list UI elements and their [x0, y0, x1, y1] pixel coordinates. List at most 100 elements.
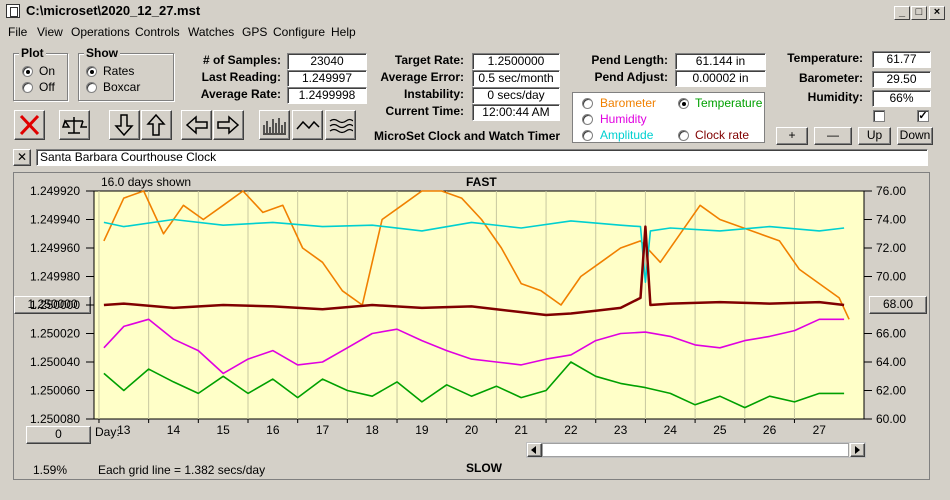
- horizontal-scrollbar[interactable]: [526, 442, 866, 458]
- target-rate-label: Target Rate:: [394, 53, 464, 67]
- show-boxcar-radio[interactable]: [86, 82, 97, 93]
- barometer-option-label: Barometer: [600, 96, 657, 110]
- amplitude-radio[interactable]: [582, 130, 593, 141]
- arrow-left-button[interactable]: [181, 110, 212, 140]
- arrow-up-button[interactable]: [141, 110, 172, 140]
- scale-balance-icon: [62, 117, 87, 134]
- clock-name-field[interactable]: Santa Barbara Courthouse Clock: [36, 149, 928, 166]
- plus-button[interactable]: +: [776, 127, 808, 145]
- title-bar: C:\microset\2020_12_27.mst _ □ ×: [0, 0, 950, 22]
- menu-file[interactable]: File: [8, 25, 28, 39]
- plot-on-label: On: [39, 64, 56, 78]
- close-window-button[interactable]: ×: [929, 6, 945, 20]
- checkbox-right[interactable]: ✓: [917, 110, 929, 122]
- average-error-field: 0.5 sec/month: [472, 70, 560, 87]
- pend-adjust-field: 0.00002 in: [675, 70, 766, 87]
- instability-label: Instability:: [403, 87, 464, 101]
- last-reading-label: Last Reading:: [201, 70, 281, 84]
- y-right-tick-label: 74.00: [876, 213, 906, 227]
- last-reading-field: 1.249997: [287, 70, 367, 87]
- pend-adjust-label: Pend Adjust:: [594, 70, 668, 84]
- humidity-option-label: Humidity: [600, 112, 647, 126]
- series-line-3: [103, 318, 845, 375]
- instability-field: 0 secs/day: [472, 87, 560, 104]
- scroll-left-icon: [531, 446, 536, 454]
- barometer-label: Barometer:: [798, 71, 863, 85]
- menu-gps[interactable]: GPS: [242, 25, 268, 39]
- series-line-0: [103, 190, 850, 320]
- bars-view-button[interactable]: [259, 110, 290, 140]
- menu-operations[interactable]: Operations: [71, 25, 130, 39]
- x-tick-label: 19: [415, 423, 429, 437]
- up-button[interactable]: Up: [858, 127, 891, 145]
- app-icon: [6, 4, 20, 18]
- menu-configure[interactable]: Configure: [273, 25, 326, 39]
- x-tick-label: 16: [266, 423, 280, 437]
- minimize-button[interactable]: _: [894, 6, 910, 20]
- y-right-tick-label: 72.00: [876, 241, 906, 255]
- arrow-up-icon: [146, 113, 166, 136]
- show-group: [78, 53, 174, 101]
- center-rate-button[interactable]: 1.250000: [14, 296, 91, 314]
- x-tick-label: 15: [216, 423, 230, 437]
- wave-view-button[interactable]: [325, 110, 356, 140]
- arrow-down-icon: [114, 114, 134, 137]
- line-view-button[interactable]: [292, 110, 323, 140]
- menu-view[interactable]: View: [37, 25, 63, 39]
- average-rate-field: 1.2499998: [287, 87, 367, 104]
- minus-button[interactable]: —: [814, 127, 852, 145]
- percent-label: 1.59%: [33, 463, 68, 477]
- show-boxcar-label: Boxcar: [103, 80, 141, 94]
- y-left-tick-label: 1.250060: [30, 384, 80, 398]
- scroll-left-button[interactable]: [527, 443, 542, 457]
- y-left-tick-label: 1.249940: [30, 213, 80, 227]
- target-rate-field[interactable]: 1.2500000: [472, 53, 560, 70]
- y-right-tick-label: 64.00: [876, 355, 906, 369]
- close-clock-button[interactable]: ✕: [13, 149, 31, 166]
- maximize-button[interactable]: □: [911, 6, 927, 20]
- menu-controls[interactable]: Controls: [135, 25, 180, 39]
- arrow-right-icon: [217, 115, 240, 135]
- balance-button[interactable]: [59, 110, 90, 140]
- window-title: C:\microset\2020_12_27.mst: [26, 3, 201, 18]
- days-shown-label: 16.0 days shown: [101, 175, 192, 189]
- scroll-right-icon: [855, 446, 860, 454]
- zero-button[interactable]: 0: [26, 426, 91, 444]
- stop-button[interactable]: [14, 110, 45, 140]
- arrow-right-button[interactable]: [213, 110, 244, 140]
- menu-watches[interactable]: Watches: [188, 25, 235, 39]
- y-right-tick-label: 70.00: [876, 270, 906, 284]
- show-rates-radio[interactable]: [86, 66, 97, 77]
- temperature-field: 61.77: [872, 51, 931, 68]
- humidity-label: Humidity:: [807, 90, 863, 104]
- barometer-radio[interactable]: [582, 98, 593, 109]
- barometer-field: 29.50: [872, 71, 931, 88]
- right-scale-button[interactable]: 68.00: [869, 296, 927, 314]
- scroll-thumb[interactable]: [542, 443, 849, 457]
- plot-on-radio[interactable]: [22, 66, 33, 77]
- brand-title: MicroSet Clock and Watch Timer: [374, 129, 561, 143]
- x-tick-label: 22: [564, 423, 578, 437]
- arrow-down-button[interactable]: [109, 110, 140, 140]
- temperature-label: Temperature:: [787, 51, 863, 65]
- menu-help[interactable]: Help: [331, 25, 356, 39]
- y-left-tick-label: 1.249960: [30, 241, 80, 255]
- grid-info-label: Each grid line = 1.382 secs/day: [98, 463, 266, 477]
- y-left-tick-label: 1.249920: [30, 184, 80, 198]
- scroll-right-button[interactable]: [850, 443, 865, 457]
- pend-length-label: Pend Length:: [591, 53, 668, 67]
- fast-label: FAST: [466, 175, 497, 189]
- average-error-label: Average Error:: [380, 70, 464, 84]
- humidity-radio[interactable]: [582, 114, 593, 125]
- slow-label: SLOW: [466, 461, 502, 475]
- checkbox-left[interactable]: [873, 110, 885, 122]
- series-line-4: [103, 361, 845, 409]
- x-tick-label: 25: [713, 423, 727, 437]
- x-tick-label: 20: [465, 423, 479, 437]
- temperature-radio[interactable]: [678, 98, 689, 109]
- pend-length-field[interactable]: 61.144 in: [675, 53, 766, 70]
- temperature-option-label: Temperature: [695, 96, 763, 110]
- plot-off-radio[interactable]: [22, 82, 33, 93]
- down-button[interactable]: Down: [897, 127, 933, 145]
- clock-rate-radio[interactable]: [678, 130, 689, 141]
